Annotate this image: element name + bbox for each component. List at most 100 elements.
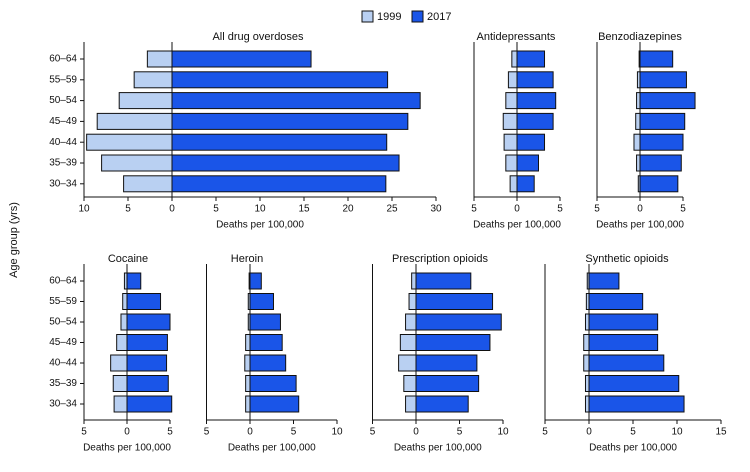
panel-title: Prescription opioids — [392, 253, 488, 265]
bar — [415, 313, 502, 331]
bar — [639, 112, 686, 130]
x-tick-label: 10 — [78, 204, 90, 215]
x-tick-label: 5 — [291, 427, 297, 438]
x-tick-label: 30 — [430, 204, 442, 215]
bar — [503, 133, 518, 151]
x-axis-label: Deaths per 100,000 — [394, 443, 482, 454]
bar — [249, 313, 281, 331]
bar — [415, 375, 480, 392]
bar — [415, 272, 472, 290]
x-tick-label: 5 — [557, 204, 563, 215]
y-tick-label: 50–54 — [49, 95, 77, 106]
bar — [633, 133, 641, 151]
panel-title: Synthetic opioids — [585, 253, 669, 265]
legend-label: 1999 — [377, 11, 401, 23]
bar — [588, 334, 659, 351]
x-tick-label: 5 — [457, 427, 463, 438]
bar — [588, 395, 685, 413]
bar — [505, 154, 518, 172]
bar — [584, 395, 590, 413]
y-tick-label: 45–49 — [49, 116, 77, 127]
panel-title: Antidepressants — [477, 31, 556, 43]
bar — [639, 71, 687, 89]
x-tick-label: 5 — [542, 427, 548, 438]
bar — [110, 354, 128, 372]
panel-title: Heroin — [231, 253, 263, 265]
bar — [516, 71, 554, 89]
bar — [126, 375, 169, 392]
bar — [245, 395, 251, 413]
x-tick-label: 5 — [213, 204, 219, 215]
bar — [636, 154, 641, 172]
y-tick-label: 35–39 — [49, 158, 77, 169]
bar — [516, 133, 546, 151]
panel-title: Benzodiazepines — [598, 31, 682, 43]
x-axis-label: Deaths per 100,000 — [83, 443, 171, 454]
bar — [516, 112, 554, 130]
x-axis-label: Deaths per 100,000 — [596, 220, 684, 231]
bar — [126, 354, 168, 372]
x-tick-label: 0 — [514, 204, 520, 215]
legend-swatch — [361, 10, 374, 23]
bar — [516, 50, 546, 68]
panel-title: Cocaine — [108, 253, 148, 265]
x-tick-label: 5 — [204, 427, 210, 438]
bar — [415, 354, 478, 372]
bar — [171, 112, 409, 130]
bar — [415, 334, 491, 351]
bar — [146, 50, 173, 68]
bar — [171, 92, 421, 110]
bar — [244, 354, 251, 372]
bar — [245, 334, 251, 351]
bar — [399, 334, 417, 351]
y-tick-label: 55–59 — [49, 296, 77, 307]
y-axis-label: Age group (yrs) — [8, 202, 20, 278]
bar — [636, 92, 641, 110]
bar — [584, 313, 590, 331]
bar — [171, 50, 312, 68]
bar — [249, 395, 300, 413]
x-axis-label: Deaths per 100,000 — [228, 443, 316, 454]
bar — [405, 313, 417, 331]
bar — [639, 175, 679, 193]
bar — [249, 354, 287, 372]
bar — [171, 71, 389, 89]
bar — [639, 50, 674, 68]
x-tick-label: 5 — [370, 427, 376, 438]
x-tick-label: 0 — [169, 204, 175, 215]
bar — [516, 175, 535, 193]
bar — [408, 293, 417, 310]
x-axis-label: Deaths per 100,000 — [216, 220, 304, 231]
bar — [86, 133, 173, 151]
y-tick-label: 40–44 — [49, 137, 77, 148]
x-tick-label: 0 — [124, 427, 130, 438]
bar — [516, 92, 557, 110]
bar — [398, 354, 417, 372]
x-tick-label: 10 — [671, 427, 683, 438]
bar — [249, 334, 283, 351]
bar — [249, 272, 262, 290]
bar — [588, 272, 620, 290]
x-tick-label: 10 — [254, 204, 266, 215]
bar — [588, 354, 665, 372]
bar — [635, 112, 641, 130]
x-tick-label: 5 — [594, 204, 600, 215]
x-tick-label: 5 — [167, 427, 173, 438]
bar — [415, 395, 469, 413]
bar — [639, 154, 682, 172]
bar — [113, 395, 128, 413]
bar — [101, 154, 173, 172]
x-tick-label: 20 — [342, 204, 354, 215]
bar — [171, 175, 387, 193]
x-tick-label: 10 — [497, 427, 509, 438]
x-tick-label: 5 — [471, 204, 477, 215]
x-tick-label: 5 — [680, 204, 686, 215]
bar — [120, 313, 128, 331]
bar — [403, 375, 417, 392]
bar — [112, 375, 128, 392]
bar — [584, 375, 590, 392]
bar — [122, 293, 128, 310]
bar — [126, 272, 142, 290]
y-tick-label: 50–54 — [49, 317, 77, 328]
bar — [118, 92, 173, 110]
